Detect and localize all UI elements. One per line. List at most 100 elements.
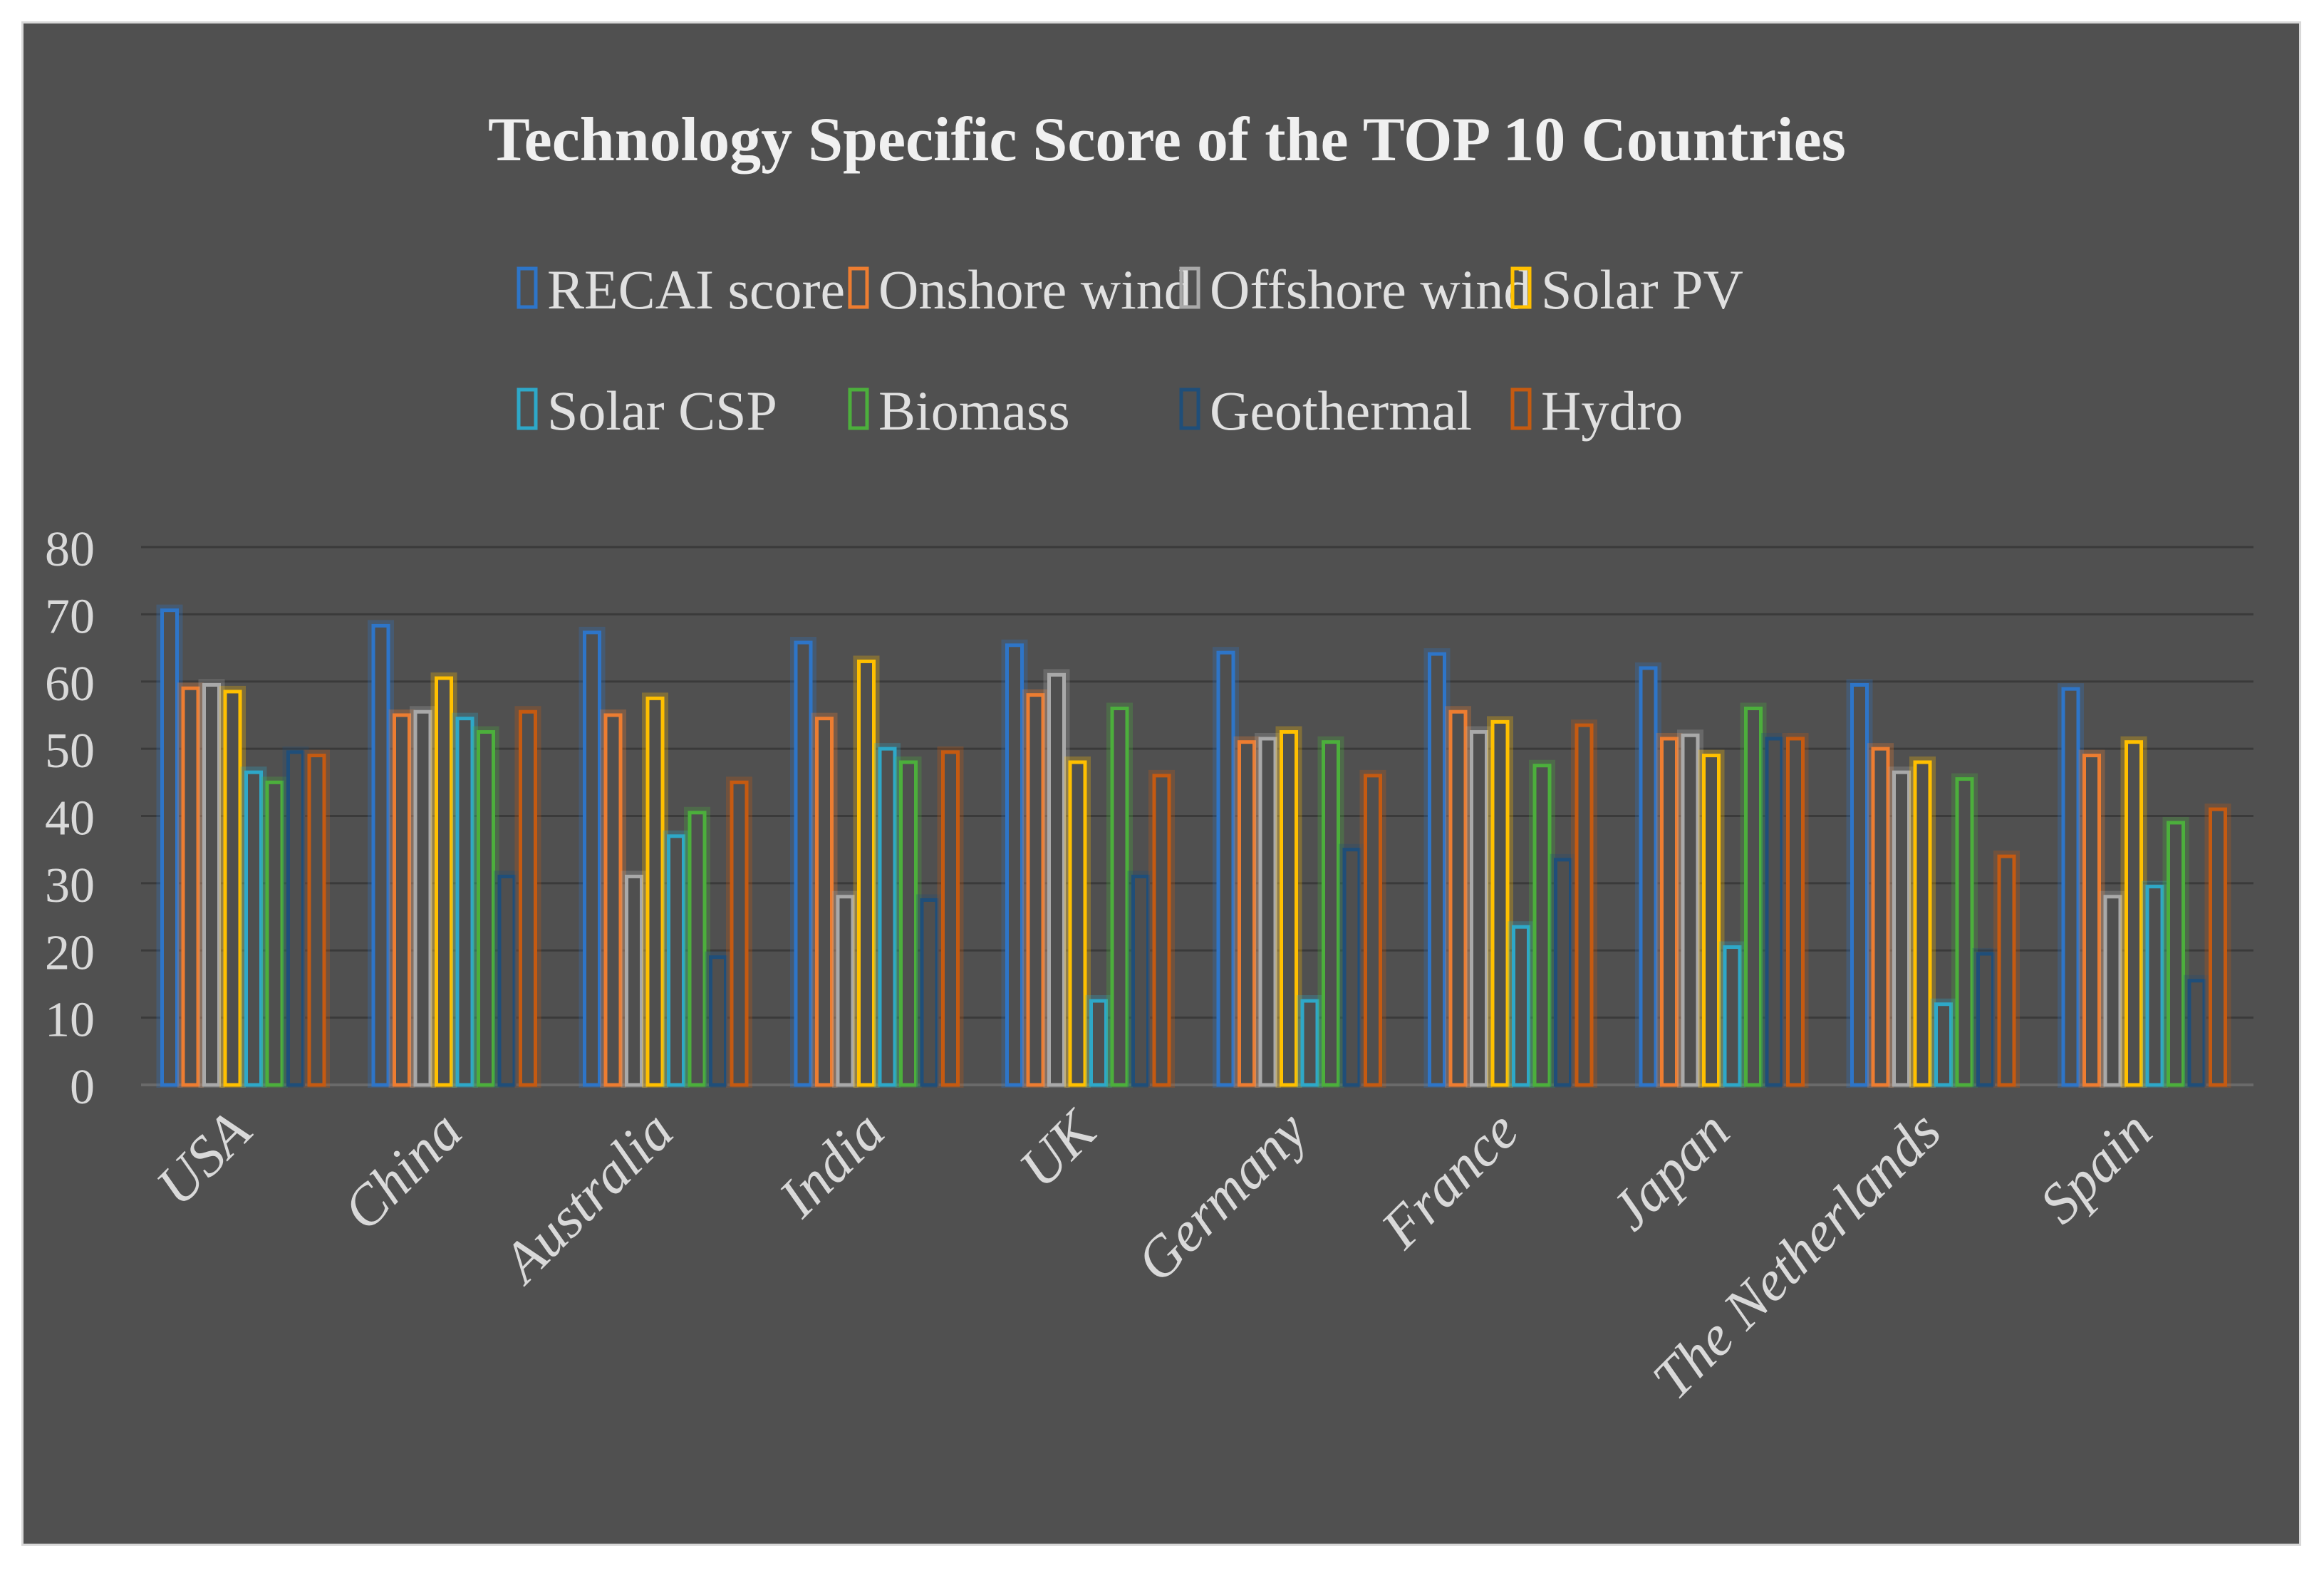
bar-geothermal-uk <box>1131 874 1150 1087</box>
bar-recai-score-uk <box>1005 643 1024 1087</box>
bar-biomass-france <box>1532 764 1552 1087</box>
legend-swatch-recai-score <box>517 266 538 309</box>
y-tick-label: 20 <box>45 925 95 980</box>
bar-geothermal-germany <box>1342 848 1361 1087</box>
bar-offshore-wind-australia <box>625 874 643 1087</box>
bar-onshore-wind-spain <box>2082 754 2101 1087</box>
bar-solar-pv-australia <box>645 696 665 1087</box>
bar-hydro-usa <box>307 754 326 1087</box>
bar-onshore-wind-japan <box>1660 737 1679 1087</box>
bar-solar-pv-germany <box>1280 730 1298 1087</box>
x-tick-label: India <box>767 1100 896 1230</box>
bar-biomass-the-netherlands <box>1955 777 1974 1087</box>
bar-recai-score-france <box>1428 652 1446 1087</box>
y-tick-label: 40 <box>45 791 95 846</box>
x-tick-label: USA <box>145 1099 264 1218</box>
bar-solar-csp-the-netherlands <box>1934 1002 1953 1087</box>
y-tick-label: 0 <box>70 1060 95 1115</box>
bar-recai-score-usa <box>160 608 179 1087</box>
legend-label-solar-csp: Solar CSP <box>547 380 777 442</box>
bar-hydro-china <box>519 709 537 1087</box>
bars <box>156 604 2231 1088</box>
y-axis-ticks: 0 10 20 30 40 50 60 70 80 <box>45 522 95 1115</box>
y-tick-label: 10 <box>45 993 95 1048</box>
bar-offshore-wind-germany <box>1258 737 1277 1087</box>
bar-geothermal-japan <box>1765 737 1784 1087</box>
legend-swatch-solar-csp <box>517 388 538 430</box>
bar-geothermal-the-netherlands <box>1976 952 1995 1087</box>
bar-recai-score-china <box>371 623 390 1087</box>
bar-offshore-wind-spain <box>2103 895 2122 1087</box>
bar-geothermal-spain <box>2187 979 2206 1087</box>
legend-label-geothermal: Geothermal <box>1210 380 1472 442</box>
bar-offshore-wind-uk <box>1047 672 1066 1087</box>
bar-onshore-wind-the-netherlands <box>1871 747 1890 1087</box>
bar-hydro-australia <box>730 780 749 1087</box>
bar-onshore-wind-uk <box>1026 693 1045 1087</box>
bar-solar-csp-usa <box>244 770 263 1087</box>
legend: RECAI score Onshore wind Offshore wind Sola… <box>517 259 1743 442</box>
bar-onshore-wind-germany <box>1238 740 1256 1087</box>
y-tick-label: 60 <box>45 657 95 712</box>
legend-swatch-geothermal <box>1179 388 1200 430</box>
bar-recai-score-spain <box>2061 687 2080 1087</box>
bar-biomass-india <box>899 760 918 1087</box>
bar-recai-score-india <box>794 640 813 1087</box>
bar-biomass-uk <box>1110 707 1129 1087</box>
bar-offshore-wind-france <box>1470 730 1488 1087</box>
legend-swatch-biomass <box>848 388 869 430</box>
chart-frame: Technology Specific Score of the TOP 10 … <box>21 21 2301 1546</box>
bar-offshore-wind-japan <box>1681 733 1700 1087</box>
bar-biomass-china <box>477 730 495 1087</box>
legend-label-hydro: Hydro <box>1541 380 1683 442</box>
bar-solar-csp-india <box>878 747 897 1087</box>
y-tick-label: 70 <box>45 589 95 644</box>
bar-onshore-wind-china <box>393 713 411 1087</box>
bar-geothermal-australia <box>709 955 727 1087</box>
bar-hydro-spain <box>2209 807 2227 1087</box>
bar-solar-csp-australia <box>667 834 685 1087</box>
bar-recai-score-the-netherlands <box>1850 682 1869 1087</box>
bar-biomass-germany <box>1322 740 1340 1087</box>
x-tick-label: Australia <box>489 1100 685 1296</box>
bar-biomass-usa <box>265 780 284 1087</box>
bar-solar-pv-uk <box>1068 760 1087 1087</box>
bar-offshore-wind-india <box>836 895 855 1087</box>
bar-solar-csp-spain <box>2145 885 2164 1087</box>
bar-geothermal-china <box>497 874 517 1087</box>
bar-solar-pv-japan <box>1702 754 1721 1087</box>
x-tick-label: Germany <box>1125 1099 1319 1294</box>
bar-solar-csp-uk <box>1089 999 1108 1087</box>
legend-label-onshore-wind: Onshore wind <box>878 259 1192 321</box>
y-tick-label: 50 <box>45 724 95 779</box>
x-tick-label: Spain <box>2028 1100 2164 1236</box>
legend-label-offshore-wind: Offshore wind <box>1210 259 1531 321</box>
chart-title: Technology Specific Score of the TOP 10 … <box>488 105 1846 175</box>
bar-onshore-wind-australia <box>603 713 623 1087</box>
bar-biomass-japan <box>1744 707 1763 1087</box>
legend-swatch-onshore-wind <box>848 266 869 309</box>
legend-label-solar-pv: Solar PV <box>1541 259 1743 321</box>
bar-onshore-wind-india <box>815 717 834 1087</box>
x-tick-label: UK <box>1007 1098 1109 1200</box>
bar-solar-pv-the-netherlands <box>1913 760 1932 1087</box>
bar-hydro-germany <box>1364 774 1382 1087</box>
bar-chart: Technology Specific Score of the TOP 10 … <box>45 105 2253 1411</box>
x-tick-label: France <box>1369 1100 1530 1261</box>
bar-offshore-wind-the-netherlands <box>1892 770 1911 1087</box>
bar-solar-csp-china <box>455 717 474 1087</box>
bar-solar-csp-japan <box>1723 945 1742 1087</box>
bar-recai-score-japan <box>1639 666 1658 1087</box>
bar-solar-pv-usa <box>223 690 242 1087</box>
legend-swatch-hydro <box>1510 388 1532 430</box>
bar-offshore-wind-usa <box>202 682 221 1087</box>
bar-onshore-wind-usa <box>181 686 200 1087</box>
bar-hydro-france <box>1575 723 1594 1087</box>
bar-solar-pv-india <box>857 659 876 1087</box>
bar-hydro-the-netherlands <box>1997 854 2016 1087</box>
legend-label-recai-score: RECAI score <box>547 259 845 321</box>
y-tick-label: 30 <box>45 858 95 913</box>
bar-recai-score-australia <box>583 630 601 1087</box>
bar-geothermal-india <box>920 898 939 1087</box>
legend-swatch-offshore-wind <box>1179 266 1200 309</box>
